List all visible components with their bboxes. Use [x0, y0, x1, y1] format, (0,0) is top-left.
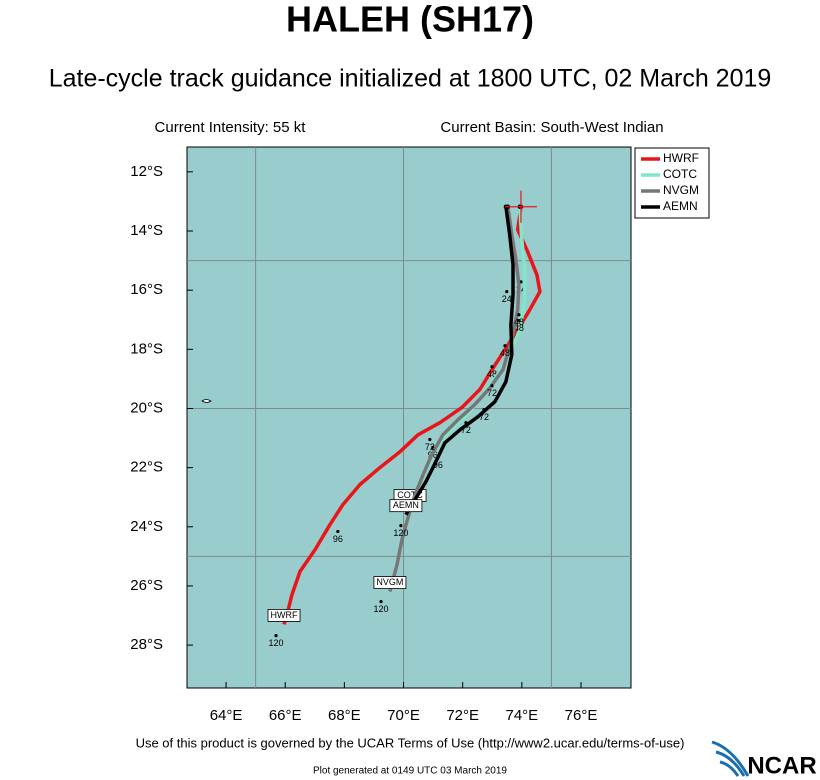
tau-point [517, 313, 521, 317]
tau-label: 48 [514, 323, 524, 333]
tau-label: 120 [393, 528, 408, 538]
tau-label: 24 [516, 284, 526, 294]
title: HALEH (SH17) [286, 0, 534, 40]
tau-point [336, 529, 340, 534]
tau-point [436, 455, 440, 460]
track-end-box [373, 576, 407, 589]
tau-label: 48 [500, 348, 510, 358]
y-tick-label: 18°S [130, 340, 163, 357]
x-tick-label: 64°E [210, 707, 243, 724]
tau-label: 96 [333, 534, 343, 544]
track [282, 206, 542, 625]
logo-mark [711, 740, 750, 777]
track-end-label: COTC [397, 490, 423, 500]
tracks: 24 48 72 96 120 HWRF 48 72 96 COTC 24 48 72 120 NVGM 48… [267, 190, 542, 648]
tau-label: 72 [425, 442, 435, 452]
y-tick-label: 12°S [130, 163, 163, 180]
y-tick-label: 20°S [130, 399, 163, 416]
legend-label: NVGM [663, 183, 699, 197]
x-tick-label: 66°E [269, 707, 302, 724]
x-tick-label: 70°E [387, 707, 420, 724]
track [404, 206, 515, 516]
tau-point [490, 384, 494, 388]
track-end-label: NVGM [376, 577, 403, 587]
tau-point [379, 600, 383, 604]
x-tick-label: 72°E [446, 707, 479, 724]
tau-label: 120 [374, 604, 389, 614]
tau-label: 48 [487, 369, 497, 379]
tau-point [503, 344, 507, 348]
y-tick-label: 26°S [130, 577, 163, 594]
tau-point [399, 524, 403, 528]
tau-point [428, 437, 432, 442]
tau-label: 72 [461, 425, 471, 435]
track-end-label: HWRF [271, 610, 298, 620]
track-end-box [389, 499, 423, 513]
y-tick-label: 22°S [130, 459, 163, 476]
footer: Use of this product is governed by the U… [136, 735, 685, 750]
grid [187, 147, 631, 688]
legend-label: COTC [663, 167, 697, 181]
map-background [186, 146, 632, 689]
generated: Plot generated at 0149 UTC 03 March 2019 [313, 766, 507, 777]
y-tick-label: 16°S [130, 281, 163, 298]
tau-label: 72 [479, 412, 489, 422]
tau-point [505, 290, 509, 294]
y-tick-label: 28°S [130, 636, 163, 653]
tau-point [490, 365, 494, 369]
track-end-box [267, 609, 301, 622]
subtitle: Late-cycle track guidance initialized at… [49, 65, 772, 93]
tau-label: 48 [514, 317, 524, 327]
basin: Current Basin: South-West Indian [440, 119, 663, 136]
legend-label: AEMN [663, 199, 698, 213]
logo: NCAR [747, 752, 816, 779]
tau-label: 24 [502, 294, 512, 304]
current-position [504, 190, 537, 223]
legend-label: HWRF [663, 151, 699, 165]
tau-label: 72 [487, 388, 497, 398]
x-tick-label: 68°E [328, 707, 361, 724]
y-tick-label: 14°S [130, 222, 163, 239]
tau-label: 120 [269, 638, 284, 648]
x-tick-label: 74°E [505, 707, 538, 724]
tau-point [274, 634, 278, 638]
island [201, 399, 212, 403]
tau-label: 96 [433, 460, 443, 470]
track [388, 206, 521, 593]
x-tick-label: 76°E [565, 707, 598, 724]
track-end-label: AEMN [393, 500, 419, 510]
y-tick-label: 24°S [130, 518, 163, 535]
tau-point [517, 319, 521, 323]
intensity: Current Intensity: 55 kt [155, 119, 307, 136]
